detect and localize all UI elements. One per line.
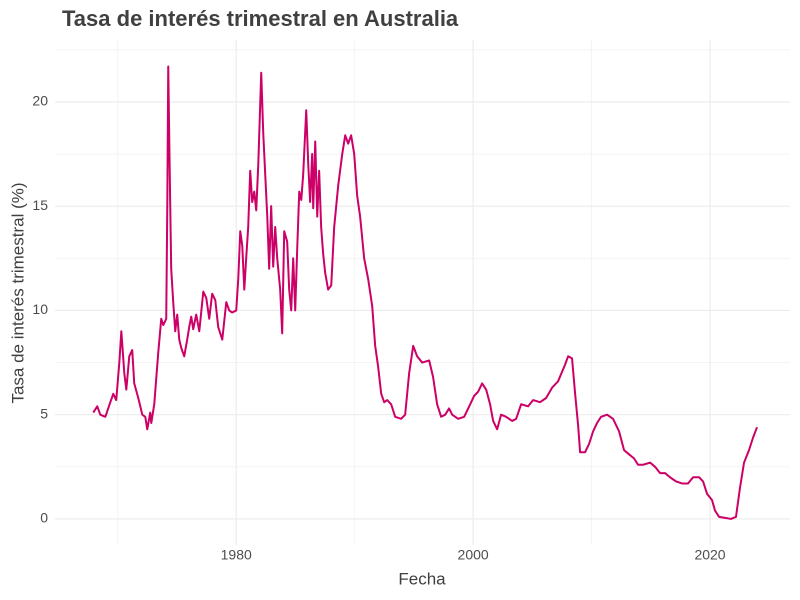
x-tick-label: 2000 [458, 547, 489, 563]
y-tick-label: 0 [40, 510, 48, 526]
y-tick-label: 20 [32, 93, 48, 109]
x-tick-label: 2020 [694, 547, 725, 563]
y-tick-label: 10 [32, 301, 48, 317]
y-tick-label: 5 [40, 405, 48, 421]
grid [55, 40, 790, 545]
y-tick-label: 15 [32, 197, 48, 213]
x-axis-label: Fecha [398, 569, 446, 588]
x-tick-label: 1980 [221, 547, 252, 563]
chart-title: Tasa de interés trimestral en Australia [62, 6, 459, 31]
line [92, 65, 759, 520]
y-axis-label: Tasa de interés trimestral (%) [8, 182, 27, 403]
